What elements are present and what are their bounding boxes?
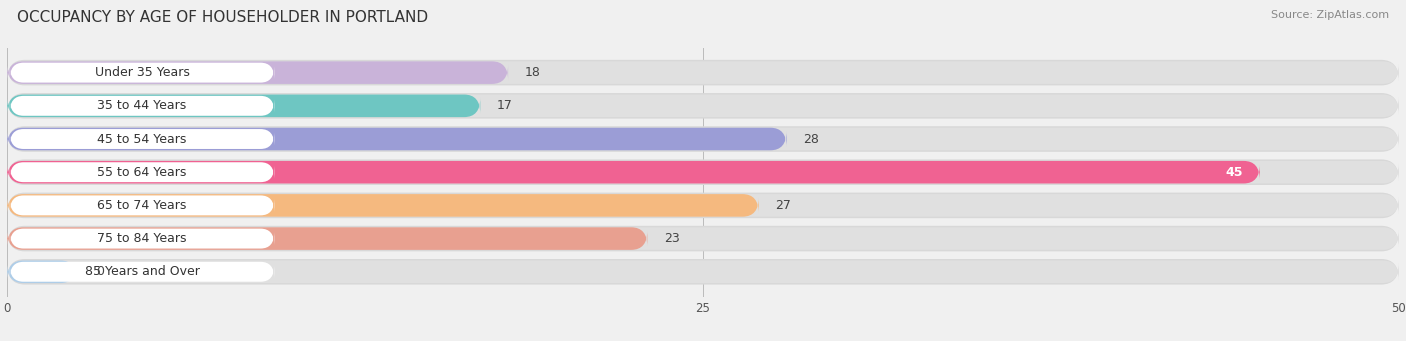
Text: 18: 18 <box>524 66 541 79</box>
FancyBboxPatch shape <box>7 160 1399 185</box>
FancyBboxPatch shape <box>7 261 77 283</box>
FancyBboxPatch shape <box>7 60 1399 85</box>
FancyBboxPatch shape <box>7 161 1399 183</box>
FancyBboxPatch shape <box>7 94 481 117</box>
FancyBboxPatch shape <box>7 126 1399 152</box>
FancyBboxPatch shape <box>10 63 274 83</box>
Text: 75 to 84 Years: 75 to 84 Years <box>97 232 187 245</box>
Text: 45: 45 <box>1226 166 1243 179</box>
FancyBboxPatch shape <box>10 129 274 149</box>
Text: 17: 17 <box>496 99 513 112</box>
Text: 45 to 54 Years: 45 to 54 Years <box>97 133 187 146</box>
Text: 35 to 44 Years: 35 to 44 Years <box>97 99 187 112</box>
FancyBboxPatch shape <box>7 161 1260 183</box>
Text: 23: 23 <box>664 232 679 245</box>
Text: Under 35 Years: Under 35 Years <box>94 66 190 79</box>
FancyBboxPatch shape <box>7 261 1399 283</box>
FancyBboxPatch shape <box>7 259 1399 284</box>
FancyBboxPatch shape <box>10 262 274 282</box>
FancyBboxPatch shape <box>7 93 1399 119</box>
Text: Source: ZipAtlas.com: Source: ZipAtlas.com <box>1271 10 1389 20</box>
Text: 0: 0 <box>96 265 104 278</box>
Text: 27: 27 <box>775 199 792 212</box>
FancyBboxPatch shape <box>10 195 274 216</box>
FancyBboxPatch shape <box>10 162 274 182</box>
FancyBboxPatch shape <box>7 61 1399 84</box>
FancyBboxPatch shape <box>10 228 274 249</box>
FancyBboxPatch shape <box>7 128 786 150</box>
Text: 55 to 64 Years: 55 to 64 Years <box>97 166 187 179</box>
FancyBboxPatch shape <box>7 193 1399 218</box>
FancyBboxPatch shape <box>7 194 759 217</box>
FancyBboxPatch shape <box>7 227 647 250</box>
Text: 85 Years and Over: 85 Years and Over <box>84 265 200 278</box>
Text: OCCUPANCY BY AGE OF HOUSEHOLDER IN PORTLAND: OCCUPANCY BY AGE OF HOUSEHOLDER IN PORTL… <box>17 10 427 25</box>
Text: 65 to 74 Years: 65 to 74 Years <box>97 199 187 212</box>
FancyBboxPatch shape <box>7 94 1399 117</box>
FancyBboxPatch shape <box>7 227 1399 250</box>
Text: 28: 28 <box>803 133 820 146</box>
FancyBboxPatch shape <box>7 128 1399 150</box>
FancyBboxPatch shape <box>7 194 1399 217</box>
FancyBboxPatch shape <box>7 61 508 84</box>
FancyBboxPatch shape <box>7 226 1399 251</box>
FancyBboxPatch shape <box>10 96 274 116</box>
